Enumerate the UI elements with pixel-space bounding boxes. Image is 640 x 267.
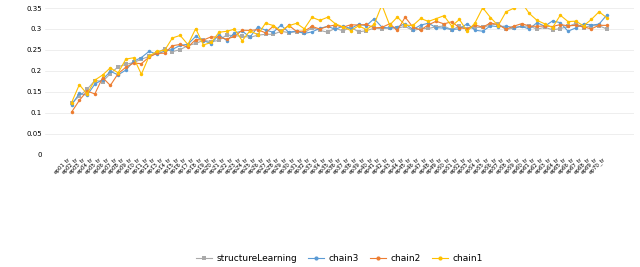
chain2 [192, 38, 200, 41]
structureLearning [362, 29, 370, 32]
chain3 [68, 104, 76, 107]
structureLearning [138, 58, 145, 61]
chain2 [603, 24, 611, 27]
Line: structureLearning: structureLearning [70, 22, 609, 105]
structureLearning [603, 28, 611, 31]
Line: chain1: chain1 [70, 1, 609, 104]
chain1 [518, 1, 525, 4]
chain2 [362, 23, 370, 26]
structureLearning [525, 24, 533, 28]
chain2 [68, 111, 76, 114]
chain2 [230, 35, 238, 38]
chain3 [362, 24, 370, 27]
chain1 [525, 12, 533, 15]
chain3 [518, 25, 525, 28]
Line: chain2: chain2 [70, 15, 609, 114]
chain2 [401, 15, 409, 19]
chain3 [230, 31, 238, 34]
chain3 [603, 13, 611, 17]
chain3 [207, 42, 215, 45]
chain3 [192, 35, 200, 38]
chain1 [362, 28, 370, 31]
chain1 [230, 28, 238, 31]
structureLearning [192, 42, 200, 45]
structureLearning [68, 102, 76, 105]
chain2 [533, 25, 541, 28]
chain2 [138, 62, 145, 65]
chain2 [525, 24, 533, 28]
structureLearning [230, 34, 238, 38]
chain3 [525, 28, 533, 31]
structureLearning [518, 25, 525, 28]
chain1 [68, 101, 76, 104]
Legend: structureLearning, chain3, chain2, chain1: structureLearning, chain3, chain2, chain… [192, 250, 486, 267]
chain1 [138, 73, 145, 76]
chain1 [603, 16, 611, 19]
chain1 [192, 27, 200, 30]
chain1 [533, 19, 541, 22]
Line: chain3: chain3 [70, 13, 609, 107]
structureLearning [572, 22, 580, 25]
